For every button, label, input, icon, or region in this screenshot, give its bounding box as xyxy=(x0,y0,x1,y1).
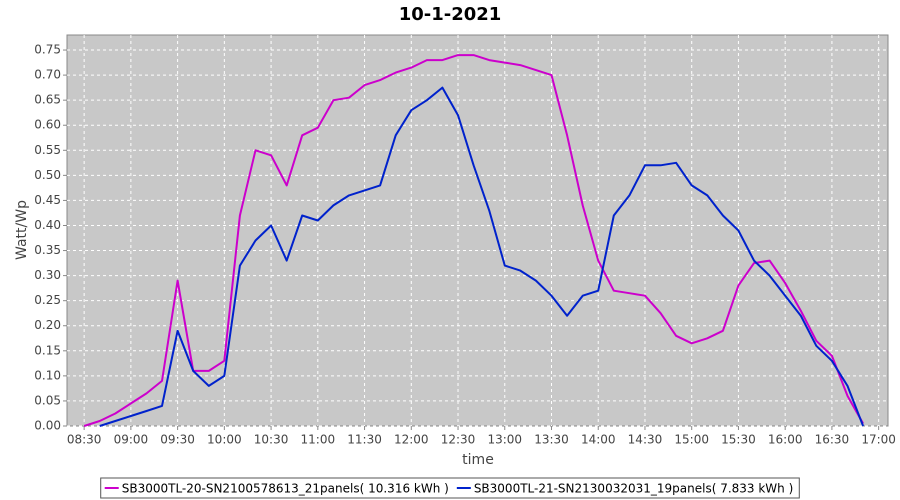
y-tick-label: 0.20 xyxy=(34,318,61,332)
x-tick-label: 13:00 xyxy=(487,433,522,447)
x-tick-label: 12:30 xyxy=(441,433,476,447)
legend-label: SB3000TL-20-SN2100578613_21panels( 10.31… xyxy=(122,482,449,496)
x-tick-label: 13:30 xyxy=(534,433,569,447)
x-tick-label: 09:30 xyxy=(160,433,195,447)
x-tick-label: 09:00 xyxy=(114,433,149,447)
x-tick-label: 10:00 xyxy=(207,433,242,447)
x-tick-label: 12:00 xyxy=(394,433,429,447)
x-tick-label: 11:30 xyxy=(347,433,382,447)
y-tick-label: 0.15 xyxy=(34,343,61,357)
y-tick-label: 0.50 xyxy=(34,168,61,182)
x-tick-label: 16:00 xyxy=(768,433,803,447)
plot-area xyxy=(66,34,889,427)
y-tick-label: 0.25 xyxy=(34,293,61,307)
y-tick-label: 0.35 xyxy=(34,243,61,257)
x-tick-label: 10:30 xyxy=(254,433,289,447)
x-tick-label: 08:30 xyxy=(67,433,102,447)
legend: SB3000TL-20-SN2100578613_21panels( 10.31… xyxy=(100,477,800,499)
series-line xyxy=(99,86,865,427)
legend-label: SB3000TL-21-SN2130032031_19panels( 7.833… xyxy=(474,482,793,496)
y-tick-label: 0.65 xyxy=(34,93,61,107)
x-tick-label: 15:00 xyxy=(674,433,709,447)
chart-title: 10-1-2021 xyxy=(399,4,502,25)
y-tick-label: 0.45 xyxy=(34,193,61,207)
y-tick-label: 0.40 xyxy=(34,218,61,232)
y-tick-label: 0.55 xyxy=(34,143,61,157)
x-tick-label: 15:30 xyxy=(721,433,756,447)
x-axis-label: time xyxy=(462,452,494,468)
x-tick-label: 14:30 xyxy=(628,433,663,447)
y-tick-label: 0.60 xyxy=(34,118,61,132)
y-tick-label: 0.70 xyxy=(34,68,61,82)
x-tick-label: 14:00 xyxy=(581,433,616,447)
x-tick-label: 11:00 xyxy=(301,433,336,447)
y-tick-label: 0.05 xyxy=(34,393,61,407)
y-axis-label: Watt/Wp xyxy=(14,200,30,260)
x-tick-label: 16:30 xyxy=(815,433,850,447)
y-tick-label: 0.00 xyxy=(34,419,61,433)
x-tick-label: 17:00 xyxy=(861,433,896,447)
series-line xyxy=(83,54,864,427)
y-tick-label: 0.10 xyxy=(34,368,61,382)
y-tick-label: 0.30 xyxy=(34,268,61,282)
y-tick-label: 0.75 xyxy=(34,43,61,57)
legend-box xyxy=(100,477,800,499)
